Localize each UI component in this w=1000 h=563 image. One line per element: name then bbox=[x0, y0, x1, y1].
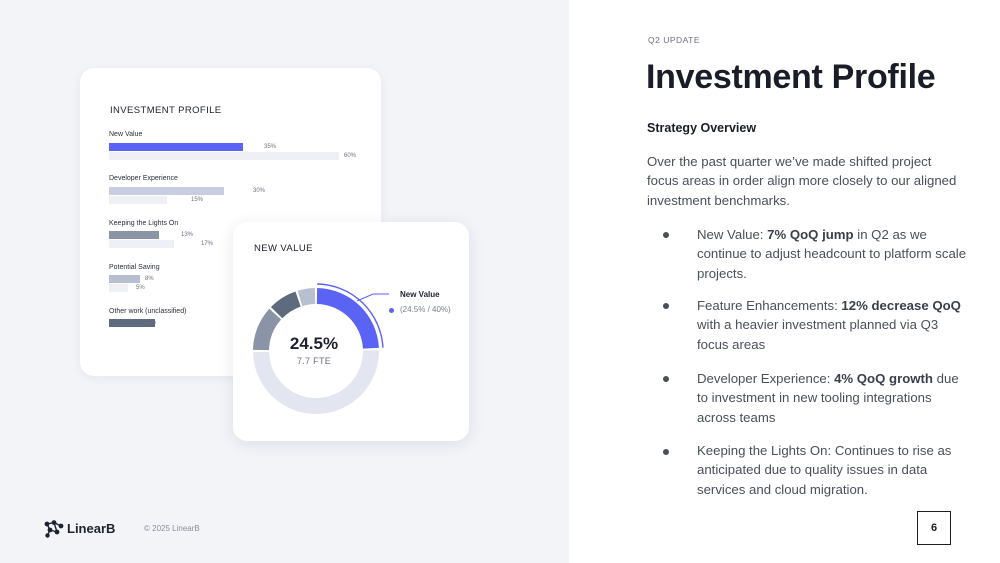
new-value-card-title: NEW VALUE bbox=[254, 243, 313, 254]
bar-potential-saving-benchmark bbox=[109, 284, 129, 292]
bar-developer-experience-benchmark bbox=[109, 196, 167, 204]
bar-keeping-the-lights-on-current-pct: 13% bbox=[181, 232, 194, 238]
eyebrow-label: Q2 UPDATE bbox=[648, 35, 701, 45]
section-subtitle: Strategy Overview bbox=[647, 121, 757, 135]
bar-developer-experience-benchmark-pct: 15% bbox=[191, 197, 204, 203]
bar-new-value-current-pct: 35% bbox=[264, 144, 277, 150]
left-panel: INVESTMENT PROFILE New Value 35% 60% Dev… bbox=[0, 0, 569, 563]
bar-potential-saving-benchmark-pct: 5% bbox=[136, 285, 145, 291]
bar-developer-experience-current-pct: 30% bbox=[253, 188, 266, 194]
donut-segment-4 bbox=[270, 291, 301, 319]
page-title: Investment Profile bbox=[646, 58, 936, 96]
donut-legend-value: (24.5% / 40%) bbox=[400, 305, 451, 314]
bar-label-other-work: Other work (unclassified) bbox=[109, 308, 187, 315]
linearb-logo-icon bbox=[44, 520, 64, 538]
right-panel bbox=[569, 0, 1000, 563]
bullet-new-value: New Value: 7% QoQ jump in Q2 as we conti… bbox=[697, 227, 967, 281]
bullet-dot bbox=[663, 303, 669, 309]
donut-leader-line bbox=[356, 293, 389, 302]
bullet-dot bbox=[663, 449, 669, 455]
bar-other-work-current bbox=[109, 319, 155, 327]
bullet-developer-experience: Developer Experience: 4% QoQ growth due … bbox=[697, 371, 959, 425]
bar-label-developer-experience: Developer Experience bbox=[109, 175, 178, 182]
copyright-text: © 2025 LinearB bbox=[144, 524, 200, 533]
bar-new-value-benchmark bbox=[109, 152, 339, 160]
bar-label-keeping-the-lights-on: Keeping the Lights On bbox=[109, 220, 179, 227]
donut-center-value: 24.5% bbox=[289, 334, 339, 353]
donut-segment-1 bbox=[316, 288, 379, 349]
bar-keeping-the-lights-on-benchmark-pct: 17% bbox=[201, 241, 214, 247]
bar-other-work-current-pct: 12% bbox=[144, 320, 157, 326]
bar-label-new-value: New Value bbox=[109, 131, 143, 138]
bar-keeping-the-lights-on-benchmark bbox=[109, 240, 175, 248]
bar-keeping-the-lights-on-current bbox=[109, 231, 159, 239]
donut-segment-2 bbox=[253, 350, 380, 415]
donut-legend-dot bbox=[389, 308, 394, 313]
investment-card-title: INVESTMENT PROFILE bbox=[110, 105, 222, 116]
donut-legend-name: New Value bbox=[400, 290, 440, 299]
donut-segment-5 bbox=[297, 288, 316, 307]
bar-potential-saving-current-pct: 8% bbox=[145, 276, 154, 282]
new-value-donut-chart bbox=[253, 283, 389, 415]
donut-segment-3 bbox=[253, 308, 282, 351]
bar-new-value-current bbox=[109, 143, 244, 151]
logo-text: LinearB bbox=[67, 521, 116, 536]
bullet-dot bbox=[663, 232, 669, 238]
intro-paragraph: Over the past quarter we’ve made shifted… bbox=[647, 154, 957, 208]
donut-center-fte: 7.7 FTE bbox=[296, 356, 332, 366]
page-number: 6 bbox=[917, 511, 951, 545]
bar-potential-saving-current bbox=[109, 275, 140, 283]
bar-label-potential-saving: Potential Saving bbox=[109, 264, 160, 271]
bullet-feature-enhancements: Feature Enhancements: 12% decrease QoQ w… bbox=[697, 298, 961, 352]
bullet-dot bbox=[663, 376, 669, 382]
donut-highlight-arc bbox=[317, 283, 384, 348]
bar-new-value-benchmark-pct: 60% bbox=[344, 153, 357, 159]
bar-developer-experience-current bbox=[109, 187, 224, 195]
bullet-keeping-the-lights-on: Keeping the Lights On: Continues to rise… bbox=[697, 443, 952, 497]
